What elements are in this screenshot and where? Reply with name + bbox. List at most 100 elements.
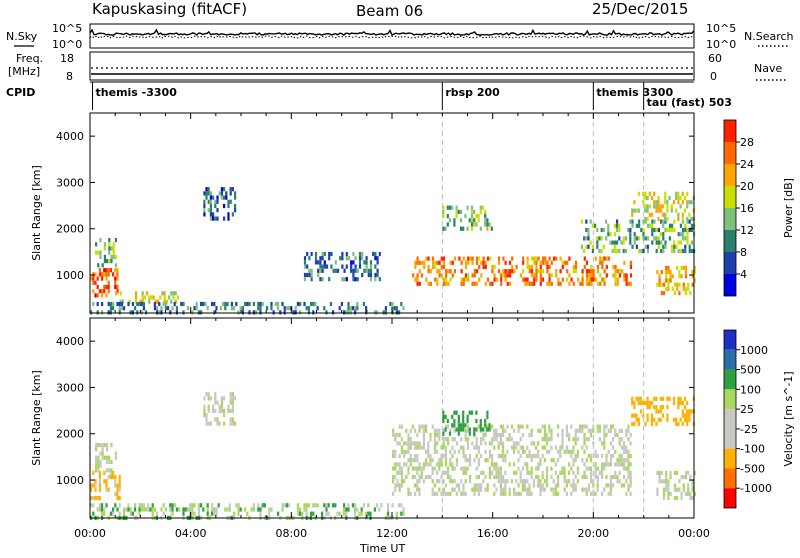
velocity-region-6 — [631, 396, 695, 427]
power-colorbar-tick-4: 12 — [740, 224, 754, 237]
power-colorbar-swatch-2 — [724, 164, 736, 186]
velocity-region-1 — [95, 443, 117, 473]
velocity-colorbar-tick-4: -25 — [740, 423, 758, 436]
velocity-colorbar-label: Velocity [m s^-1] — [782, 371, 795, 466]
nsearch-tick-top: 10^5 — [706, 22, 736, 35]
x-tick-3: 12:00 — [376, 527, 408, 540]
power-region-4 — [203, 187, 237, 221]
x-tick-6: 00:00 — [678, 527, 710, 540]
power-region-3 — [90, 301, 405, 315]
x-axis-label: Time UT — [359, 542, 405, 554]
power-colorbar-swatch-3 — [724, 186, 736, 208]
velocity-colorbar-tick-3: 25 — [740, 403, 754, 416]
power-colorbar-swatch-6 — [724, 252, 736, 274]
power-colorbar-tick-6: 4 — [740, 268, 747, 281]
power-region-9 — [631, 191, 695, 222]
velocity-y-tick-1: 3000 — [56, 381, 84, 394]
velocity-region-7 — [656, 470, 696, 501]
freq-tick-top: 18 — [60, 52, 74, 65]
velocity-y-label: Slant Range [km] — [30, 370, 43, 466]
velocity-region-5 — [442, 410, 491, 436]
x-tick-4: 16:00 — [477, 527, 509, 540]
power-colorbar-swatch-7 — [724, 274, 736, 296]
power-panel: 4000 3000 2000 1000 Slant Range [km] — [30, 112, 696, 315]
velocity-region-3 — [203, 392, 237, 426]
velocity-colorbar-tick-5: -100 — [740, 443, 765, 456]
velocity-colorbar-swatch-3 — [724, 389, 736, 410]
nsky-panel — [89, 23, 695, 49]
power-colorbar-swatch-4 — [724, 208, 736, 230]
freq-label: Freq. — [16, 52, 43, 65]
velocity-colorbar-tick-2: 100 — [740, 383, 761, 396]
power-region-2 — [115, 291, 179, 304]
power-region-7 — [442, 205, 493, 231]
nave-tick-bottom: 0 — [710, 70, 717, 83]
x-axis: 00:00 04:00 08:00 12:00 16:00 20:00 00:00 — [74, 527, 710, 540]
station-title: Kapuskasing (fitACF) — [92, 0, 247, 18]
power-region-10 — [656, 265, 696, 296]
nsearch-trace — [89, 35, 695, 39]
power-y-tick-3: 1000 — [56, 269, 84, 282]
power-colorbar: 28 24 20 16 12 8 4 Power [dB] — [723, 119, 795, 297]
velocity-colorbar-swatch-2 — [724, 369, 736, 390]
nsearch-label: N.Search — [744, 30, 794, 43]
cpid-label: CPID — [6, 86, 35, 99]
nave-label: Nave — [754, 62, 782, 75]
power-colorbar-tick-1: 24 — [740, 158, 754, 171]
freq-tick-bottom: 8 — [66, 70, 73, 83]
x-tick-5: 20:00 — [577, 527, 609, 540]
power-y-tick-0: 4000 — [56, 130, 84, 143]
power-colorbar-swatch-1 — [724, 142, 736, 164]
beam-title: Beam 06 — [356, 2, 423, 20]
nsky-tick-bottom: 10^0 — [52, 38, 82, 51]
velocity-colorbar: 1000 500 100 25 -25 -100 -500 -1000 Velocity [m … — [723, 329, 795, 509]
nsky-label: N.Sky — [6, 30, 38, 43]
power-region-6 — [412, 256, 633, 286]
power-colorbar-tick-5: 8 — [740, 246, 747, 259]
velocity-colorbar-swatch-7 — [724, 468, 736, 489]
velocity-colorbar-swatch-6 — [724, 448, 736, 469]
x-tick-2: 08:00 — [275, 527, 307, 540]
power-colorbar-swatch-5 — [724, 230, 736, 252]
nsearch-tick-bottom: 10^0 — [706, 38, 736, 51]
power-colorbar-swatch-0 — [724, 120, 736, 142]
velocity-colorbar-swatch-4 — [724, 409, 736, 429]
velocity-colorbar-tick-6: -500 — [740, 462, 765, 475]
power-background — [90, 113, 694, 313]
power-region-0 — [90, 268, 119, 298]
velocity-colorbar-tick-7: -1000 — [740, 482, 772, 495]
nsky-trace — [89, 28, 695, 37]
cpid-segment-label-0: themis -3300 — [96, 86, 178, 99]
cpid-segment-label-1: rbsp 200 — [445, 86, 500, 99]
velocity-colorbar-tick-0: 1000 — [740, 344, 768, 357]
nsky-tick-top: 10^5 — [52, 22, 82, 35]
velocity-colorbar-swatch-5 — [724, 428, 736, 449]
velocity-y-tick-0: 4000 — [56, 335, 84, 348]
freq-panel — [89, 51, 695, 81]
power-y-tick-1: 3000 — [56, 176, 84, 189]
power-colorbar-tick-3: 16 — [740, 202, 754, 215]
velocity-colorbar-swatch-8 — [724, 488, 736, 508]
freq-units-label: [MHz] — [8, 65, 40, 78]
x-tick-1: 04:00 — [175, 527, 207, 540]
power-colorbar-label: Power [dB] — [782, 178, 795, 238]
velocity-region-4 — [392, 424, 632, 496]
cpid-segment-label-3: tau (fast) 503 — [647, 96, 732, 109]
velocity-y-tick-2: 2000 — [56, 428, 84, 441]
velocity-colorbar-swatch-0 — [724, 330, 736, 350]
power-y-label: Slant Range [km] — [30, 165, 43, 261]
velocity-panel: 4000 3000 2000 1000 Slant Range [km] — [30, 317, 696, 520]
velocity-region-0 — [90, 470, 121, 501]
power-colorbar-tick-0: 28 — [740, 136, 754, 149]
nave-tick-top: 60 — [708, 52, 722, 65]
power-region-1 — [95, 238, 117, 268]
velocity-y-tick-3: 1000 — [56, 474, 84, 487]
cpid-segment-label-2: themis 3300 — [596, 86, 673, 99]
velocity-colorbar-swatch-1 — [724, 349, 736, 370]
date-title: 25/Dec/2015 — [592, 0, 688, 18]
power-region-5 — [303, 251, 381, 282]
power-y-tick-2: 2000 — [56, 223, 84, 236]
velocity-colorbar-tick-1: 500 — [740, 364, 761, 377]
